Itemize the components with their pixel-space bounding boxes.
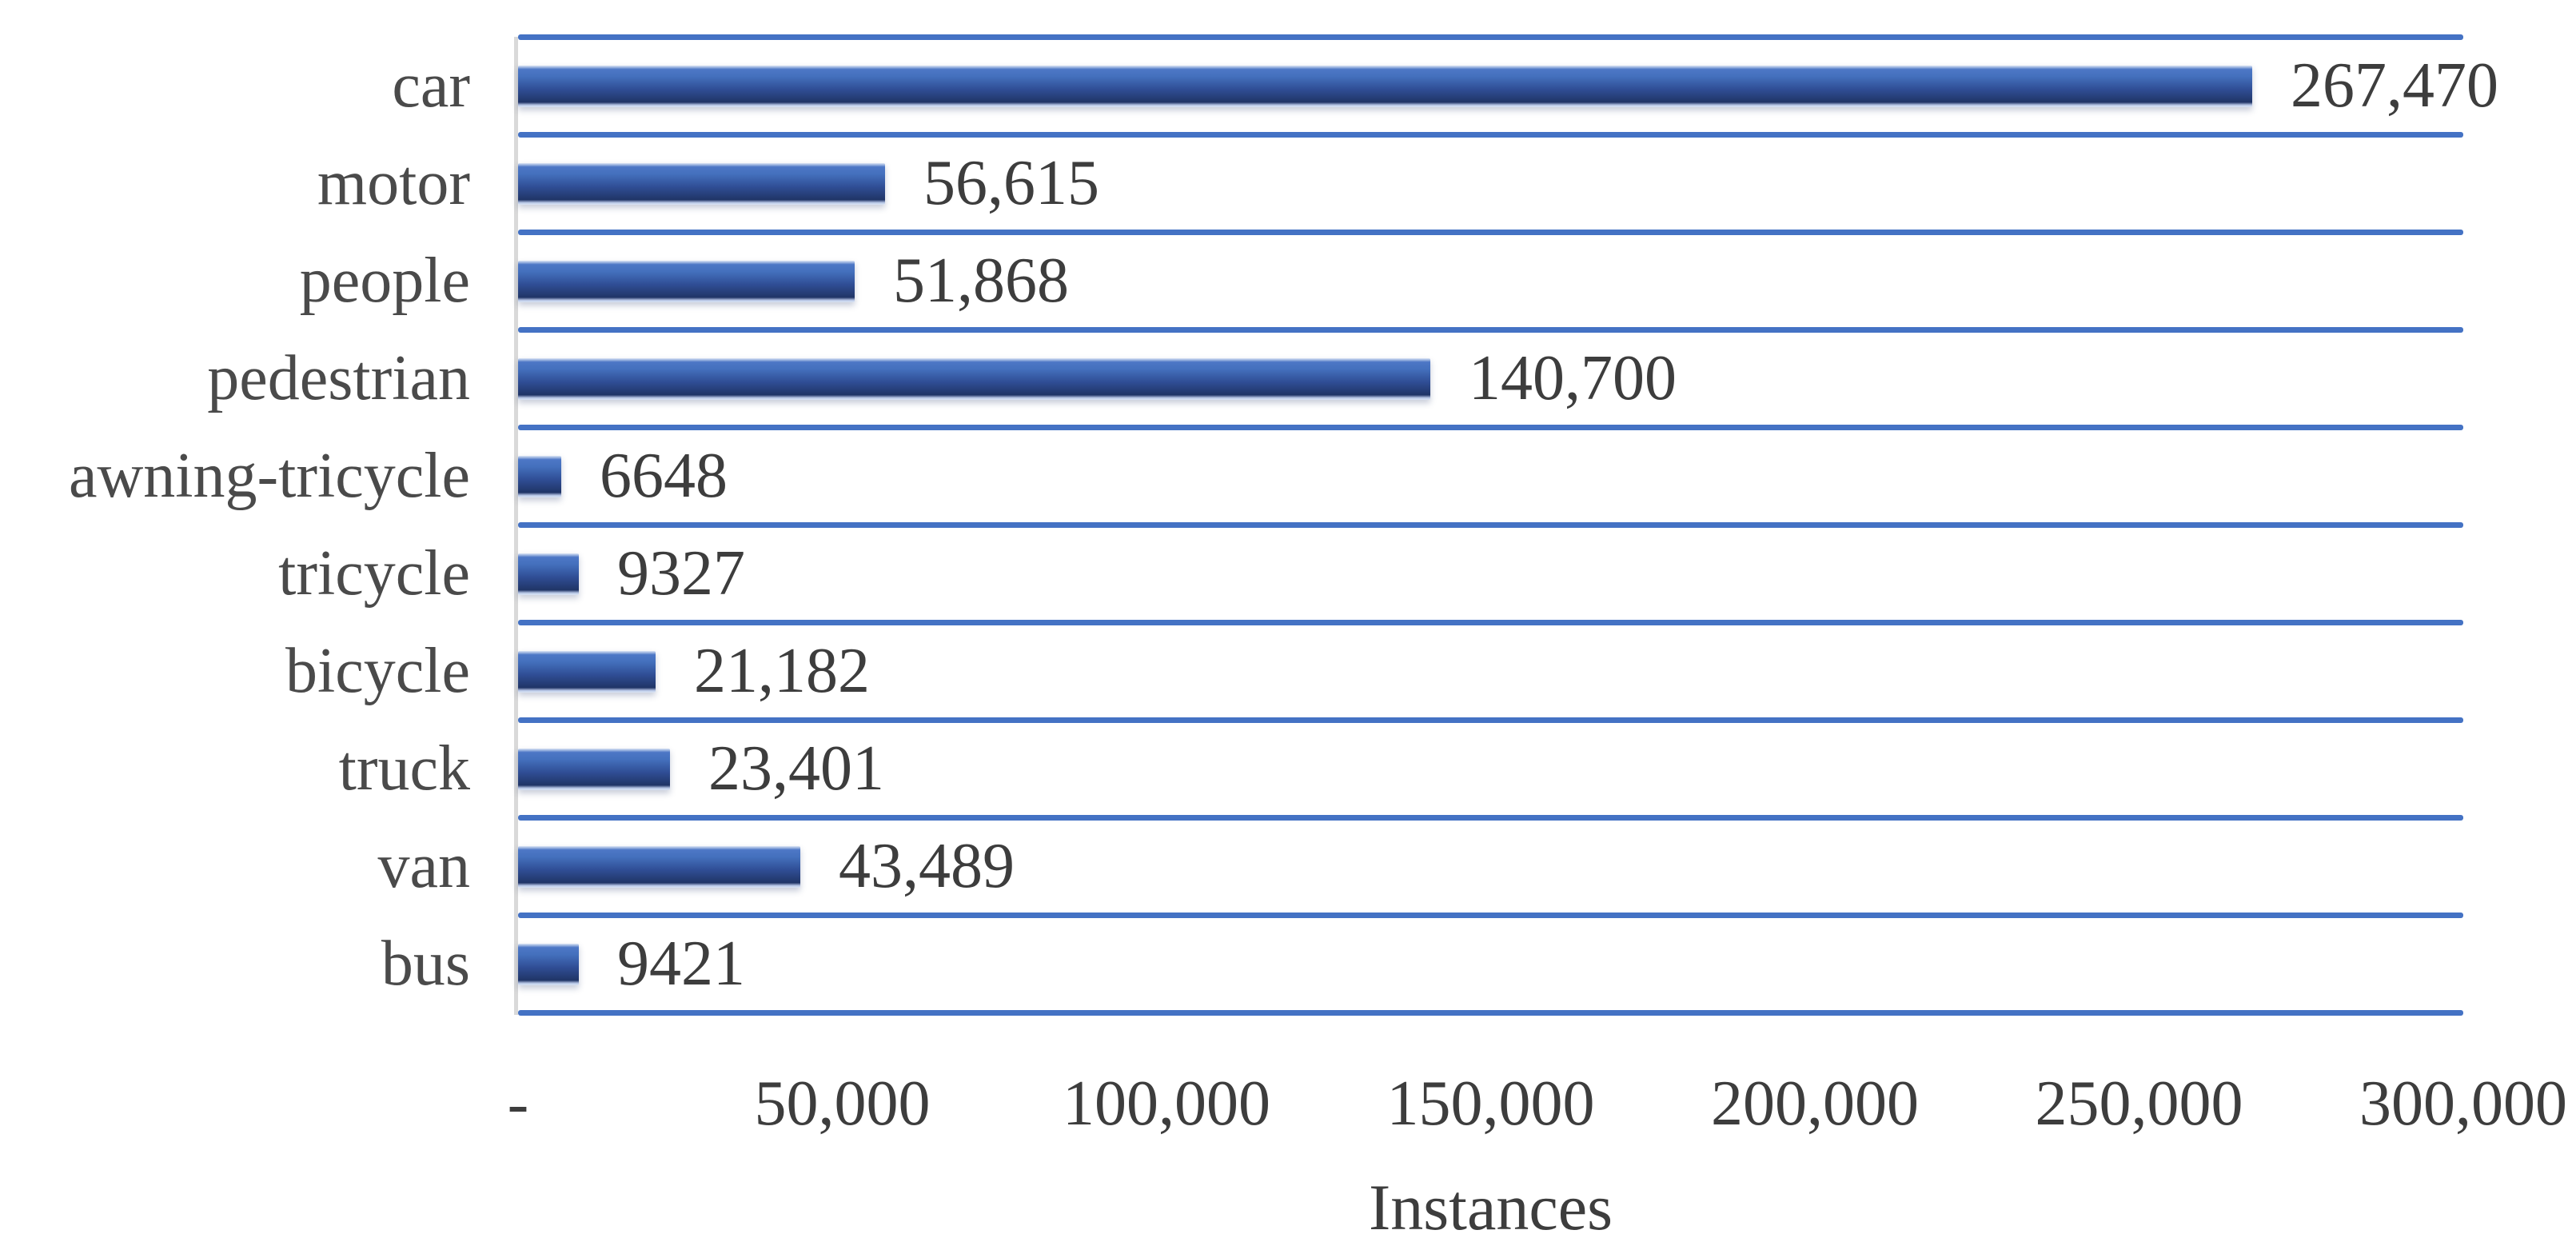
value-label-motor: 56,615	[923, 148, 1099, 218]
value-label-van: 43,489	[839, 831, 1015, 901]
value-label-awning-tricycle: 6648	[600, 441, 728, 511]
gridline	[518, 230, 2463, 235]
value-label-car: 267,470	[2291, 50, 2498, 121]
category-label-motor: motor	[317, 148, 470, 218]
category-label-tricycle: tricycle	[278, 538, 470, 609]
value-label-pedestrian: 140,700	[1469, 343, 1677, 413]
gridline	[518, 327, 2463, 333]
category-label-bicycle: bicycle	[285, 636, 470, 706]
x-axis-tick: 150,000	[1386, 1068, 1595, 1139]
bar-bicycle	[518, 651, 656, 693]
value-label-bicycle: 21,182	[694, 636, 870, 706]
value-label-truck: 23,401	[708, 733, 884, 804]
x-axis-tick: 200,000	[1711, 1068, 1919, 1139]
category-label-truck: truck	[338, 733, 470, 804]
gridline	[518, 815, 2463, 821]
value-label-tricycle: 9327	[617, 538, 745, 609]
bar-people	[518, 261, 855, 302]
gridline	[518, 425, 2463, 430]
category-label-people: people	[299, 246, 470, 316]
y-axis-line	[514, 37, 518, 1015]
value-label-bus: 9421	[617, 929, 745, 999]
x-axis-title: Instances	[1368, 1171, 1613, 1244]
bar-truck	[518, 749, 670, 790]
category-label-van: van	[377, 831, 470, 901]
plot-area: 267,470 56,615 51,868 140,700 6648 9327 21,182…	[514, 34, 2498, 1016]
category-label-bus: bus	[381, 929, 470, 999]
x-axis-tick: 100,000	[1063, 1068, 1270, 1139]
bar-pedestrian	[518, 358, 1430, 400]
bar-bus	[518, 944, 579, 985]
x-axis-tick: 250,000	[2035, 1068, 2243, 1139]
x-axis-line	[518, 1010, 2463, 1016]
gridline	[518, 522, 2463, 528]
x-axis-ticks: - 50,000 100,000 150,000 200,000 250,000 300,0…	[508, 1064, 2567, 1144]
x-axis-tick: -	[507, 1068, 529, 1139]
gridline	[518, 34, 2463, 40]
bar-van	[518, 846, 800, 888]
category-label-pedestrian: pedestrian	[207, 343, 470, 413]
bar-motor	[518, 163, 885, 205]
bar-tricycle	[518, 553, 579, 595]
gridline	[518, 717, 2463, 723]
bar-awning-tricycle	[518, 456, 561, 497]
gridline	[518, 132, 2463, 138]
value-label-people: 51,868	[893, 246, 1069, 316]
gridline	[518, 620, 2463, 625]
category-label-awning-tricycle: awning-tricycle	[69, 441, 470, 511]
bar-car	[518, 66, 2252, 107]
gridline	[518, 913, 2463, 918]
x-axis-tick: 300,000	[2359, 1068, 2567, 1139]
category-label-car: car	[392, 50, 470, 121]
x-axis-tick: 50,000	[754, 1068, 931, 1139]
